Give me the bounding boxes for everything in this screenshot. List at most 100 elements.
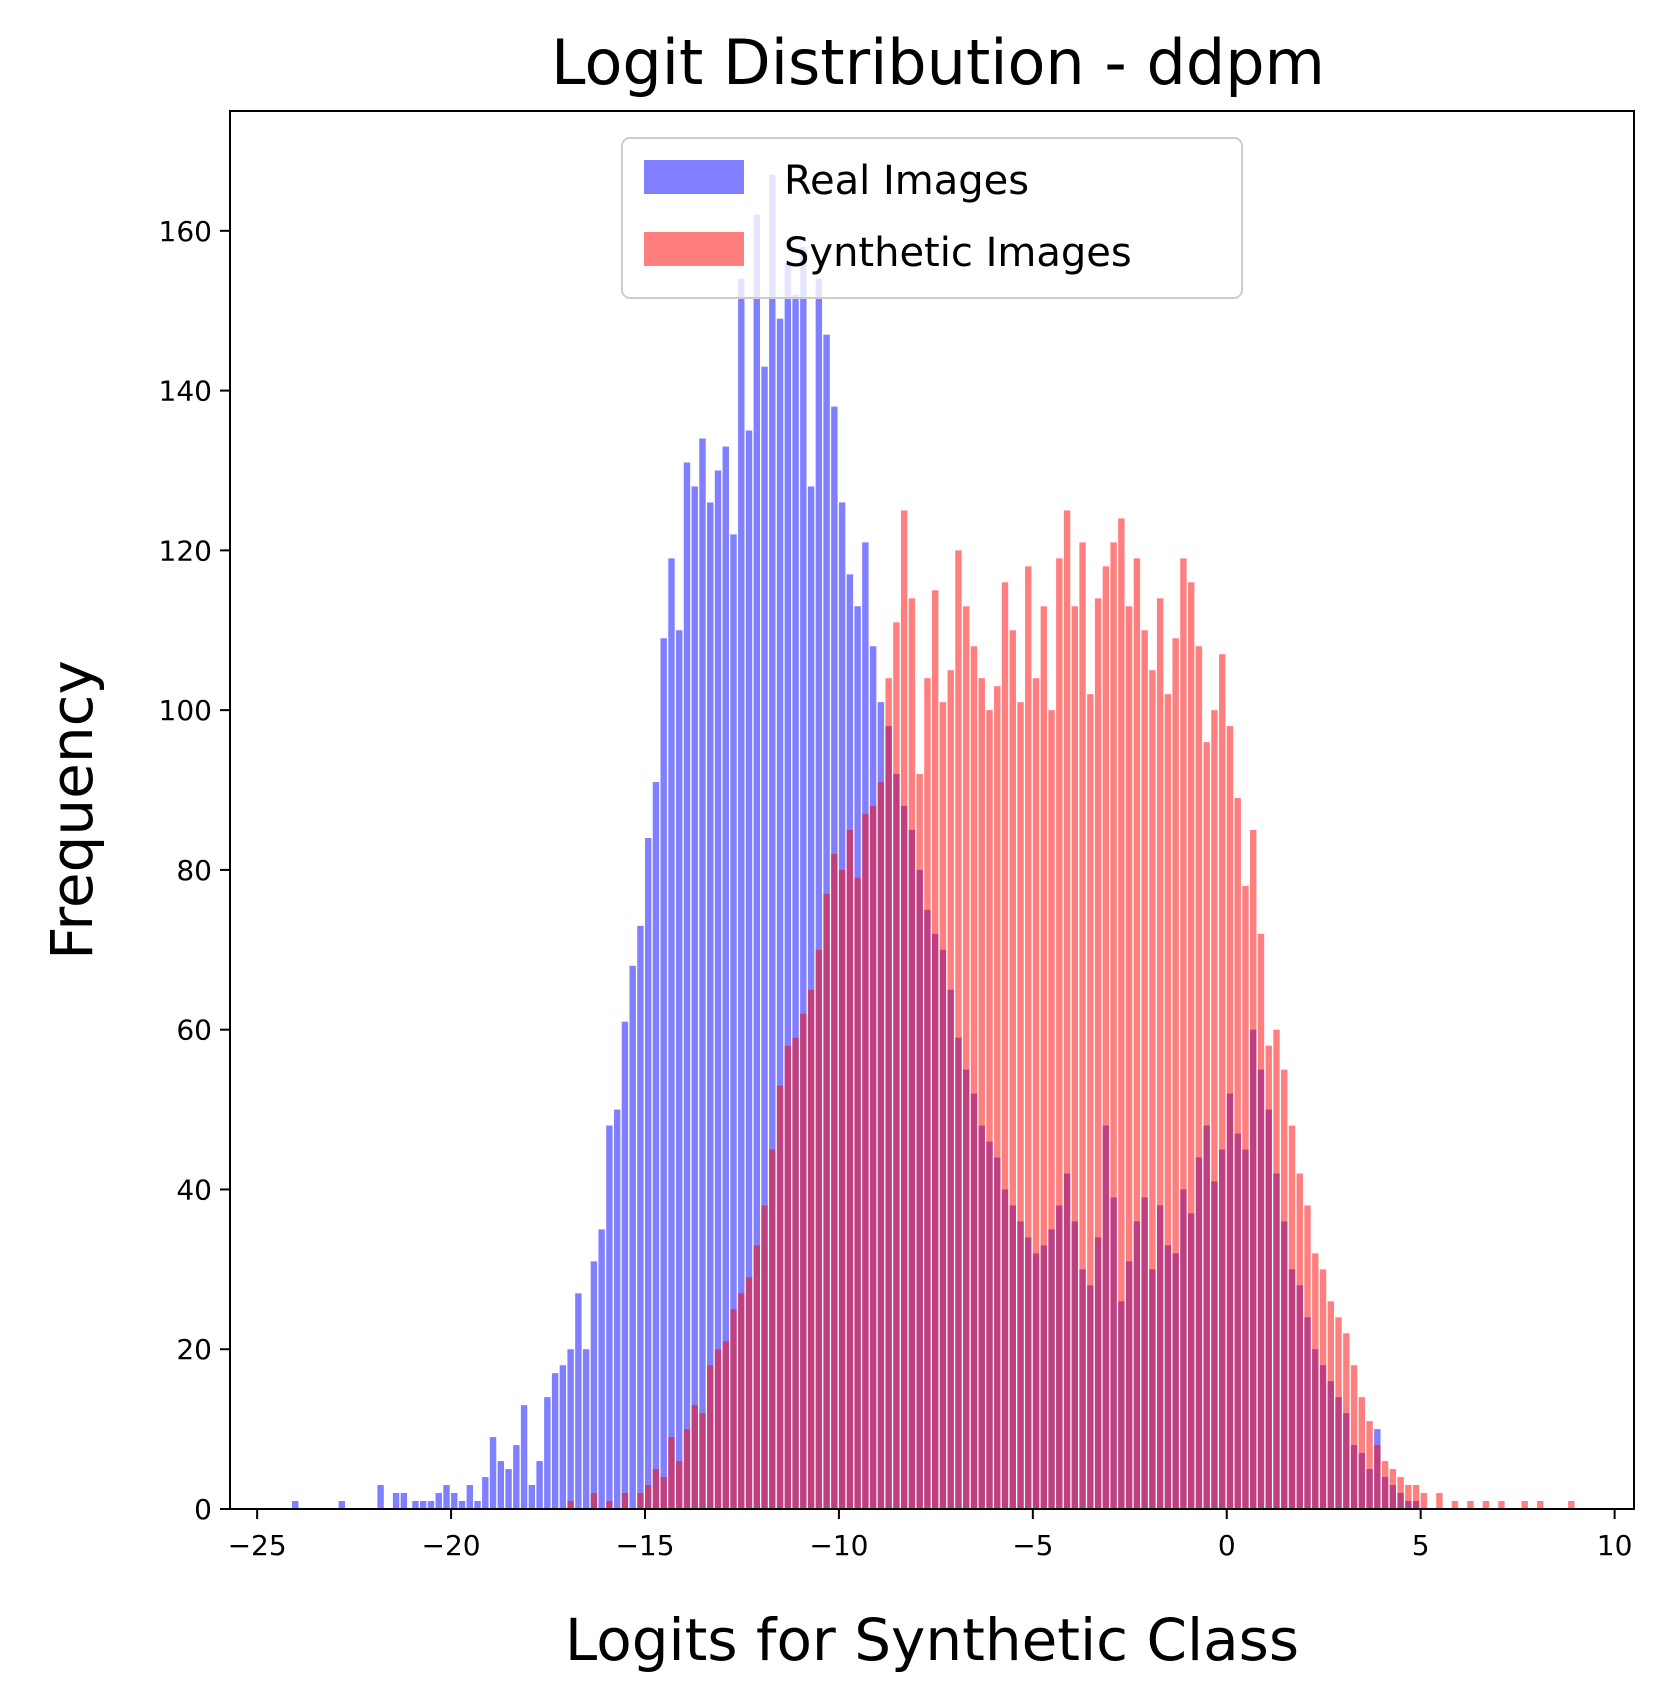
bar-synthetic-61: [1079, 542, 1086, 1509]
bar-synthetic-22: [776, 1085, 784, 1509]
bar-real-33: [629, 965, 636, 1509]
bar-synthetic-6: [652, 1469, 660, 1509]
bar-synthetic-101: [1389, 1469, 1397, 1509]
bar-real-5: [412, 1501, 419, 1509]
bar-synthetic-82: [1242, 885, 1249, 1509]
bar-real-53: [784, 262, 792, 1509]
bar-real-1: [338, 1501, 345, 1509]
bar-real-50: [761, 366, 768, 1509]
bar-real-27: [582, 1349, 590, 1509]
bar-synthetic-37: [893, 622, 900, 1509]
bar-real-46: [730, 534, 737, 1509]
bar-real-16: [497, 1461, 505, 1509]
bar-synthetic-96: [1350, 1365, 1358, 1509]
bar-synthetic-51: [1001, 582, 1009, 1509]
bar-real-36: [652, 782, 660, 1509]
bar-synthetic-80: [1226, 726, 1234, 1509]
bar-synthetic-112: [1537, 1501, 1544, 1509]
bar-synthetic-16: [730, 1309, 737, 1509]
bar-synthetic-60: [1071, 606, 1079, 1509]
bar-synthetic-52: [1009, 630, 1016, 1509]
bar-real-11: [458, 1501, 466, 1509]
bar-real-44: [714, 470, 722, 1509]
bar-real-17: [505, 1469, 512, 1509]
bar-synthetic-38: [900, 510, 908, 1509]
bar-synthetic-10: [683, 1429, 691, 1509]
bar-real-30: [606, 1125, 613, 1509]
bar-synthetic-35: [877, 782, 885, 1509]
bar-synthetic-47: [970, 646, 978, 1509]
bar-synthetic-92: [1319, 1269, 1327, 1509]
bar-synthetic-39: [908, 598, 916, 1509]
bar-real-3: [392, 1493, 400, 1509]
bar-synthetic-107: [1451, 1501, 1459, 1509]
y-axis-label: Frequency: [38, 660, 106, 960]
bar-real-39: [676, 630, 683, 1509]
y-tick-label: 20: [176, 1333, 212, 1366]
bar-synthetic-89: [1296, 1173, 1303, 1509]
bar-synthetic-59: [1063, 510, 1071, 1509]
bar-synthetic-50: [994, 686, 1001, 1509]
bar-synthetic-108: [1467, 1501, 1474, 1509]
bar-synthetic-109: [1482, 1501, 1490, 1509]
bar-real-20: [528, 1485, 536, 1509]
bar-real-8: [435, 1493, 442, 1509]
bar-real-2: [377, 1485, 384, 1509]
bar-synthetic-81: [1234, 798, 1241, 1509]
bar-synthetic-90: [1304, 1205, 1311, 1509]
bar-synthetic-71: [1156, 598, 1164, 1509]
bar-synthetic-84: [1257, 933, 1265, 1509]
bar-synthetic-1: [590, 1493, 598, 1509]
bar-synthetic-9: [676, 1461, 683, 1509]
bar-synthetic-97: [1358, 1397, 1366, 1509]
bar-synthetic-54: [1025, 566, 1032, 1509]
bar-real-19: [520, 1405, 528, 1509]
bar-synthetic-15: [722, 1341, 729, 1509]
bar-real-31: [613, 1109, 621, 1509]
bar-synthetic-86: [1273, 1029, 1280, 1509]
x-tick-label: 0: [1218, 1529, 1236, 1562]
bar-synthetic-14: [714, 1349, 722, 1509]
bar-real-10: [451, 1493, 458, 1509]
bar-synthetic-34: [869, 806, 877, 1509]
bar-synthetic-113: [1568, 1501, 1575, 1509]
y-tick-label: 120: [159, 534, 212, 567]
legend-swatch-real-images: [644, 160, 744, 194]
bar-synthetic-106: [1436, 1493, 1443, 1509]
y-tick-label: 160: [159, 215, 212, 248]
bar-synthetic-41: [924, 678, 931, 1509]
x-tick-label: 5: [1412, 1529, 1430, 1562]
bar-real-54: [792, 294, 799, 1509]
y-tick-label: 140: [159, 375, 212, 408]
bar-real-41: [691, 486, 698, 1510]
bar-real-13: [474, 1501, 481, 1509]
bar-synthetic-7: [660, 1477, 667, 1509]
bar-real-42: [699, 438, 706, 1509]
bar-real-12: [466, 1485, 473, 1509]
bar-real-48: [745, 430, 753, 1509]
bar-synthetic-57: [1048, 710, 1055, 1509]
bar-real-14: [482, 1477, 489, 1509]
bar-synthetic-30: [838, 869, 846, 1509]
plot-frame: [229, 110, 1635, 1510]
x-tick-label: −10: [809, 1529, 868, 1562]
bar-synthetic-36: [885, 678, 892, 1509]
bar-synthetic-64: [1102, 566, 1110, 1509]
bar-synthetic-32: [854, 877, 861, 1509]
bar-synthetic-40: [916, 774, 923, 1509]
bar-synthetic-67: [1125, 606, 1133, 1509]
bar-synthetic-43: [939, 702, 947, 1509]
bar-synthetic-62: [1087, 694, 1094, 1509]
bar-synthetic-70: [1149, 670, 1156, 1509]
bar-synthetic-8: [668, 1437, 675, 1509]
x-axis-label: Logits for Synthetic Class: [565, 1606, 1299, 1674]
bar-synthetic-2: [606, 1501, 613, 1509]
bar-real-23: [551, 1373, 559, 1509]
x-tick-label: −20: [422, 1529, 481, 1562]
y-axis-ticks: 0 20 40 60 80 100 120 140 160: [159, 215, 230, 1526]
bar-real-0: [292, 1501, 299, 1509]
bar-synthetic-104: [1412, 1485, 1420, 1509]
bar-synthetic-105: [1420, 1493, 1428, 1509]
bar-synthetic-100: [1381, 1461, 1389, 1509]
